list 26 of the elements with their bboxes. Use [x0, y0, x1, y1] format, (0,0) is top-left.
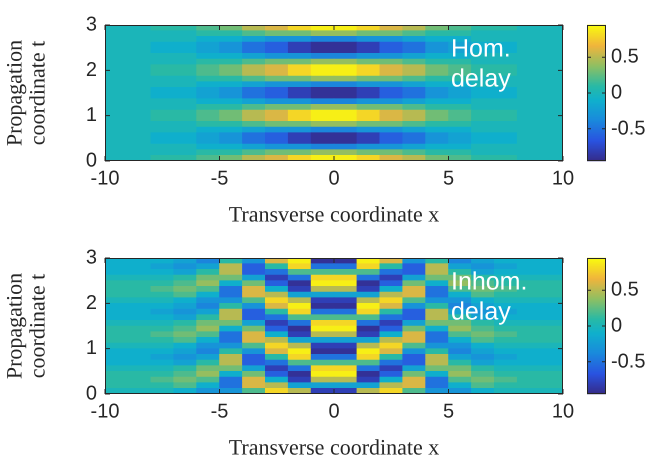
color-bar-label: 0	[611, 314, 622, 337]
color-bar-label: 0.5	[611, 46, 639, 68]
color-bar-label: -0.5	[611, 117, 646, 140]
y-tick-label: 3	[86, 14, 97, 36]
y-tick-label: 2	[86, 292, 97, 314]
annotation: Hom. delay	[451, 34, 512, 92]
x-tick-label: 5	[442, 400, 454, 423]
y-tick-label: 2	[86, 58, 97, 81]
x-tick-label: 10	[552, 400, 574, 423]
x-tick-label: -5	[210, 400, 228, 423]
y-axis-title: Propagation coordinate t	[1, 40, 50, 146]
y-tick-label: 1	[86, 337, 97, 360]
x-tick-label: 0	[328, 168, 340, 190]
y-tick-label: 1	[86, 104, 97, 126]
x-axis-title: Transverse coordinate x	[228, 434, 440, 460]
color-bar-label: 0	[611, 82, 622, 104]
x-tick-label: -5	[210, 168, 228, 190]
x-axis-title: Transverse coordinate x	[228, 202, 440, 227]
x-tick-label: 0	[328, 400, 340, 423]
annotation: Inhom. delay	[451, 267, 528, 326]
color-bar-label: -0.5	[611, 350, 646, 372]
x-tick-label: 5	[442, 168, 454, 190]
x-tick-label: 10	[552, 168, 574, 190]
y-tick-label: 3	[86, 246, 97, 269]
y-axis-title: Propagation coordinate t	[1, 272, 50, 380]
color-bar-label: 0.5	[611, 278, 639, 301]
